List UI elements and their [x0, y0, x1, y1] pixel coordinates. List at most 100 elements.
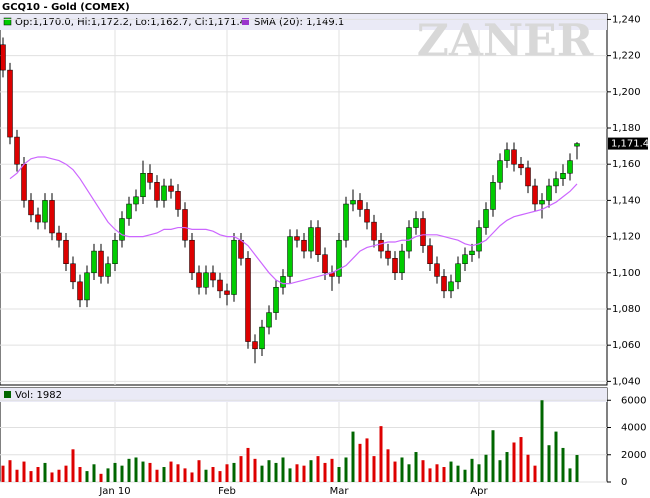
y-tick-label: 1,220 — [612, 51, 641, 62]
candle-body — [413, 218, 419, 228]
candle-body — [308, 227, 314, 252]
candle-body — [574, 143, 580, 147]
candle-body — [364, 209, 370, 223]
y-tick-label: 0 — [621, 477, 627, 488]
candle-body — [217, 279, 223, 292]
chart-title: GCQ10 - Gold (COMEX) — [2, 2, 130, 13]
volume-bar — [344, 457, 348, 482]
volume-bar — [505, 452, 509, 482]
volume-bar — [309, 460, 313, 482]
candle-body — [448, 281, 454, 292]
volume-bar — [99, 473, 103, 482]
volume-bar — [50, 472, 54, 482]
candle-body — [147, 173, 153, 183]
candle-body — [497, 160, 503, 183]
volume-bar — [162, 467, 166, 482]
y-tick-label: 1,040 — [612, 376, 641, 387]
candle-body — [280, 276, 286, 288]
volume-bar — [477, 464, 481, 482]
y-tick-label: 1,160 — [612, 159, 641, 170]
candle-body — [119, 218, 125, 241]
y-tick-label: 1,200 — [612, 87, 641, 98]
volume-bar — [379, 426, 383, 482]
volume-bar — [449, 461, 453, 482]
volume-bar — [288, 468, 292, 482]
candle-body — [231, 239, 237, 295]
volume-bar — [484, 454, 488, 482]
volume-bar — [71, 449, 75, 482]
volume-bar — [547, 445, 551, 482]
candle-body — [350, 200, 356, 205]
candle-body — [315, 227, 321, 255]
volume-bar — [435, 464, 439, 482]
candle-body — [105, 263, 111, 277]
y-tick-label: 1,060 — [612, 340, 641, 351]
y-tick-label: 1,240 — [612, 14, 641, 25]
volume-bar — [169, 461, 173, 482]
sma-icon — [242, 18, 249, 25]
candle-body — [161, 185, 167, 201]
volume-bar — [470, 458, 474, 482]
candle-body — [539, 200, 545, 205]
y-tick-label: 1,180 — [612, 123, 641, 134]
candle-body — [427, 245, 433, 264]
candle-body — [511, 149, 517, 165]
volume-bar — [141, 461, 145, 482]
candle-body — [252, 341, 258, 350]
volume-bar — [120, 465, 124, 482]
y-tick-label: 2000 — [621, 450, 646, 461]
volume-bar — [246, 447, 250, 482]
candle-body — [245, 258, 251, 342]
x-tick-label: Apr — [470, 486, 488, 497]
volume-bar — [29, 471, 33, 482]
volume-bar — [260, 465, 264, 482]
volume-bar — [575, 454, 579, 482]
candle-body — [532, 185, 538, 205]
candle-body — [301, 239, 307, 252]
candle-body — [462, 254, 468, 264]
volume-bar — [113, 462, 117, 482]
volume-bar — [225, 464, 229, 482]
last-price-box — [608, 137, 648, 150]
volume-bar — [155, 469, 159, 482]
volume-bar — [456, 465, 460, 482]
candle-body — [84, 272, 90, 301]
candle-body — [14, 136, 20, 165]
price-header — [0, 14, 607, 30]
volume-bar — [393, 461, 397, 482]
x-tick-label: Mar — [330, 486, 350, 497]
volume-bar — [176, 464, 180, 482]
volume-header — [0, 388, 607, 402]
y-tick-label: 6000 — [621, 395, 646, 406]
candle-body — [371, 221, 377, 241]
candle-body — [0, 44, 6, 71]
candle-body — [49, 200, 55, 234]
candle-body — [175, 191, 181, 210]
volume-bar — [127, 458, 131, 482]
candle-body — [546, 185, 552, 201]
y-tick-label: 1,140 — [612, 195, 641, 206]
volume-bar — [134, 457, 138, 482]
volume-bar — [498, 460, 502, 482]
candle-body — [504, 149, 510, 161]
candle-body — [322, 254, 328, 274]
volume-bar — [92, 464, 96, 482]
candle-body — [336, 239, 342, 277]
ohlc-label: Op:1,170.0, Hi:1,172.2, Lo:1,162.7, Cl:1… — [15, 17, 246, 28]
x-tick-label: Jan 10 — [98, 486, 130, 497]
volume-bar — [330, 458, 334, 482]
volume-bar — [526, 454, 530, 482]
candle-body — [238, 239, 244, 259]
candle-body — [385, 250, 391, 259]
volume-bar — [365, 438, 369, 482]
watermark: ZANER — [417, 16, 594, 67]
sma-line — [9, 156, 578, 285]
volume-bar — [407, 464, 411, 482]
candle-body — [476, 227, 482, 252]
candle-body — [434, 263, 440, 277]
candle-body — [553, 178, 559, 187]
volume-bar — [337, 467, 341, 482]
volume-bar — [295, 464, 299, 482]
volume-bar — [218, 471, 222, 482]
